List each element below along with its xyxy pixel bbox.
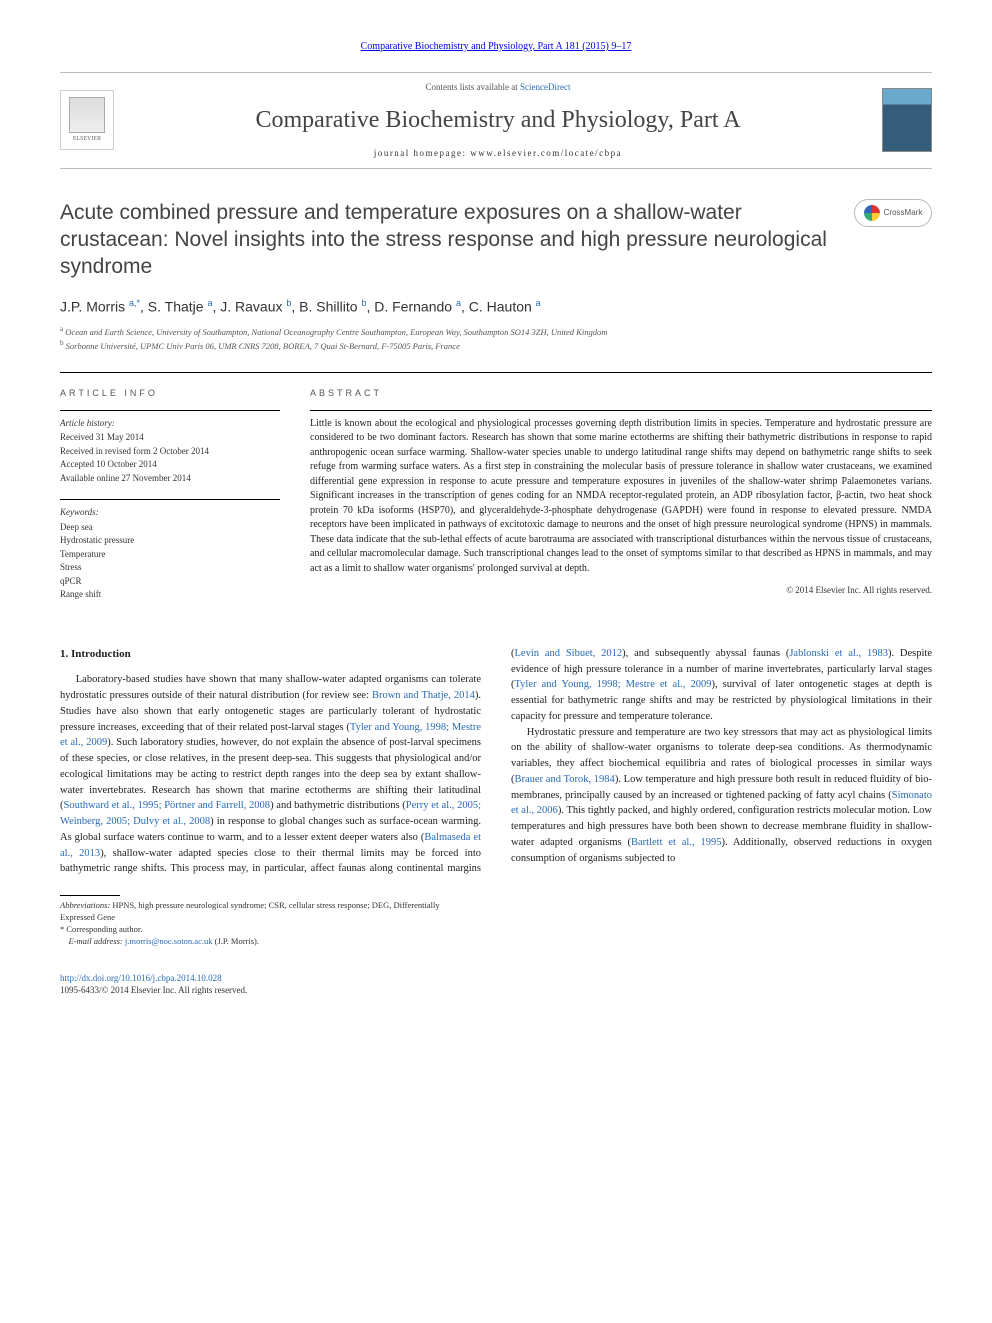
authors-line: J.P. Morris a,*, S. Thatje a, J. Ravaux … xyxy=(60,297,932,317)
journal-header-bar: ELSEVIER Contents lists available at Sci… xyxy=(60,72,932,169)
corresponding-email-link[interactable]: j.morris@noc.soton.ac.uk xyxy=(125,936,213,946)
affiliations: a Ocean and Earth Science, University of… xyxy=(60,325,932,352)
history-line: Available online 27 November 2014 xyxy=(60,472,280,486)
email-footnote: E-mail address: j.morris@noc.soton.ac.uk… xyxy=(60,936,452,948)
history-label: Article history: xyxy=(60,417,280,431)
history-line: Received 31 May 2014 xyxy=(60,431,280,445)
journal-citation-link[interactable]: Comparative Biochemistry and Physiology,… xyxy=(361,41,632,52)
crossmark-icon xyxy=(864,205,880,221)
abbreviations-footnote: Abbreviations: HPNS, high pressure neuro… xyxy=(60,900,452,924)
body-two-column: 1. Introduction Laboratory-based studies… xyxy=(60,646,932,877)
keywords-label: Keywords: xyxy=(60,506,280,520)
abstract-copyright: © 2014 Elsevier Inc. All rights reserved… xyxy=(310,584,932,597)
article-info-column: article info Article history: Received 3… xyxy=(60,387,280,616)
journal-name: Comparative Biochemistry and Physiology,… xyxy=(114,104,882,138)
journal-cover-thumbnail xyxy=(882,88,932,152)
elsevier-tree-icon xyxy=(69,97,105,133)
article-header: Acute combined pressure and temperature … xyxy=(60,199,932,353)
keyword: Deep sea xyxy=(60,521,280,535)
section-heading-intro: 1. Introduction xyxy=(60,646,481,663)
article-title: Acute combined pressure and temperature … xyxy=(60,199,932,281)
keyword: Temperature xyxy=(60,548,280,562)
keyword: qPCR xyxy=(60,575,280,589)
publisher-logo: ELSEVIER xyxy=(60,90,114,150)
keywords-block: Keywords: Deep seaHydrostatic pressureTe… xyxy=(60,499,280,602)
article-history-block: Article history: Received 31 May 2014Rec… xyxy=(60,410,280,486)
journal-homepage: journal homepage: www.elsevier.com/locat… xyxy=(114,147,882,160)
footnotes: Abbreviations: HPNS, high pressure neuro… xyxy=(60,900,452,948)
header-center: Contents lists available at ScienceDirec… xyxy=(114,81,882,160)
footnote-rule xyxy=(60,895,120,896)
journal-citation-header: Comparative Biochemistry and Physiology,… xyxy=(60,40,932,54)
crossmark-badge[interactable]: CrossMark xyxy=(854,199,932,227)
abstract-column: abstract Little is known about the ecolo… xyxy=(310,387,932,616)
corresponding-author-footnote: * Corresponding author. xyxy=(60,924,452,936)
keyword: Range shift xyxy=(60,588,280,602)
doi-link[interactable]: http://dx.doi.org/10.1016/j.cbpa.2014.10… xyxy=(60,973,222,983)
info-abstract-row: article info Article history: Received 3… xyxy=(60,372,932,616)
sciencedirect-link[interactable]: ScienceDirect xyxy=(520,82,570,92)
keyword: Hydrostatic pressure xyxy=(60,534,280,548)
contents-available-line: Contents lists available at ScienceDirec… xyxy=(114,81,882,94)
history-line: Received in revised form 2 October 2014 xyxy=(60,445,280,459)
abstract-heading: abstract xyxy=(310,387,932,400)
history-line: Accepted 10 October 2014 xyxy=(60,458,280,472)
article-info-heading: article info xyxy=(60,387,280,400)
keyword: Stress xyxy=(60,561,280,575)
abstract-text: Little is known about the ecological and… xyxy=(310,410,932,577)
body-section: 1. Introduction Laboratory-based studies… xyxy=(60,646,932,877)
page-footer: http://dx.doi.org/10.1016/j.cbpa.2014.10… xyxy=(60,972,932,997)
issn-copyright: 1095-6433/© 2014 Elsevier Inc. All right… xyxy=(60,985,247,995)
body-paragraph: Hydrostatic pressure and temperature are… xyxy=(511,725,932,867)
